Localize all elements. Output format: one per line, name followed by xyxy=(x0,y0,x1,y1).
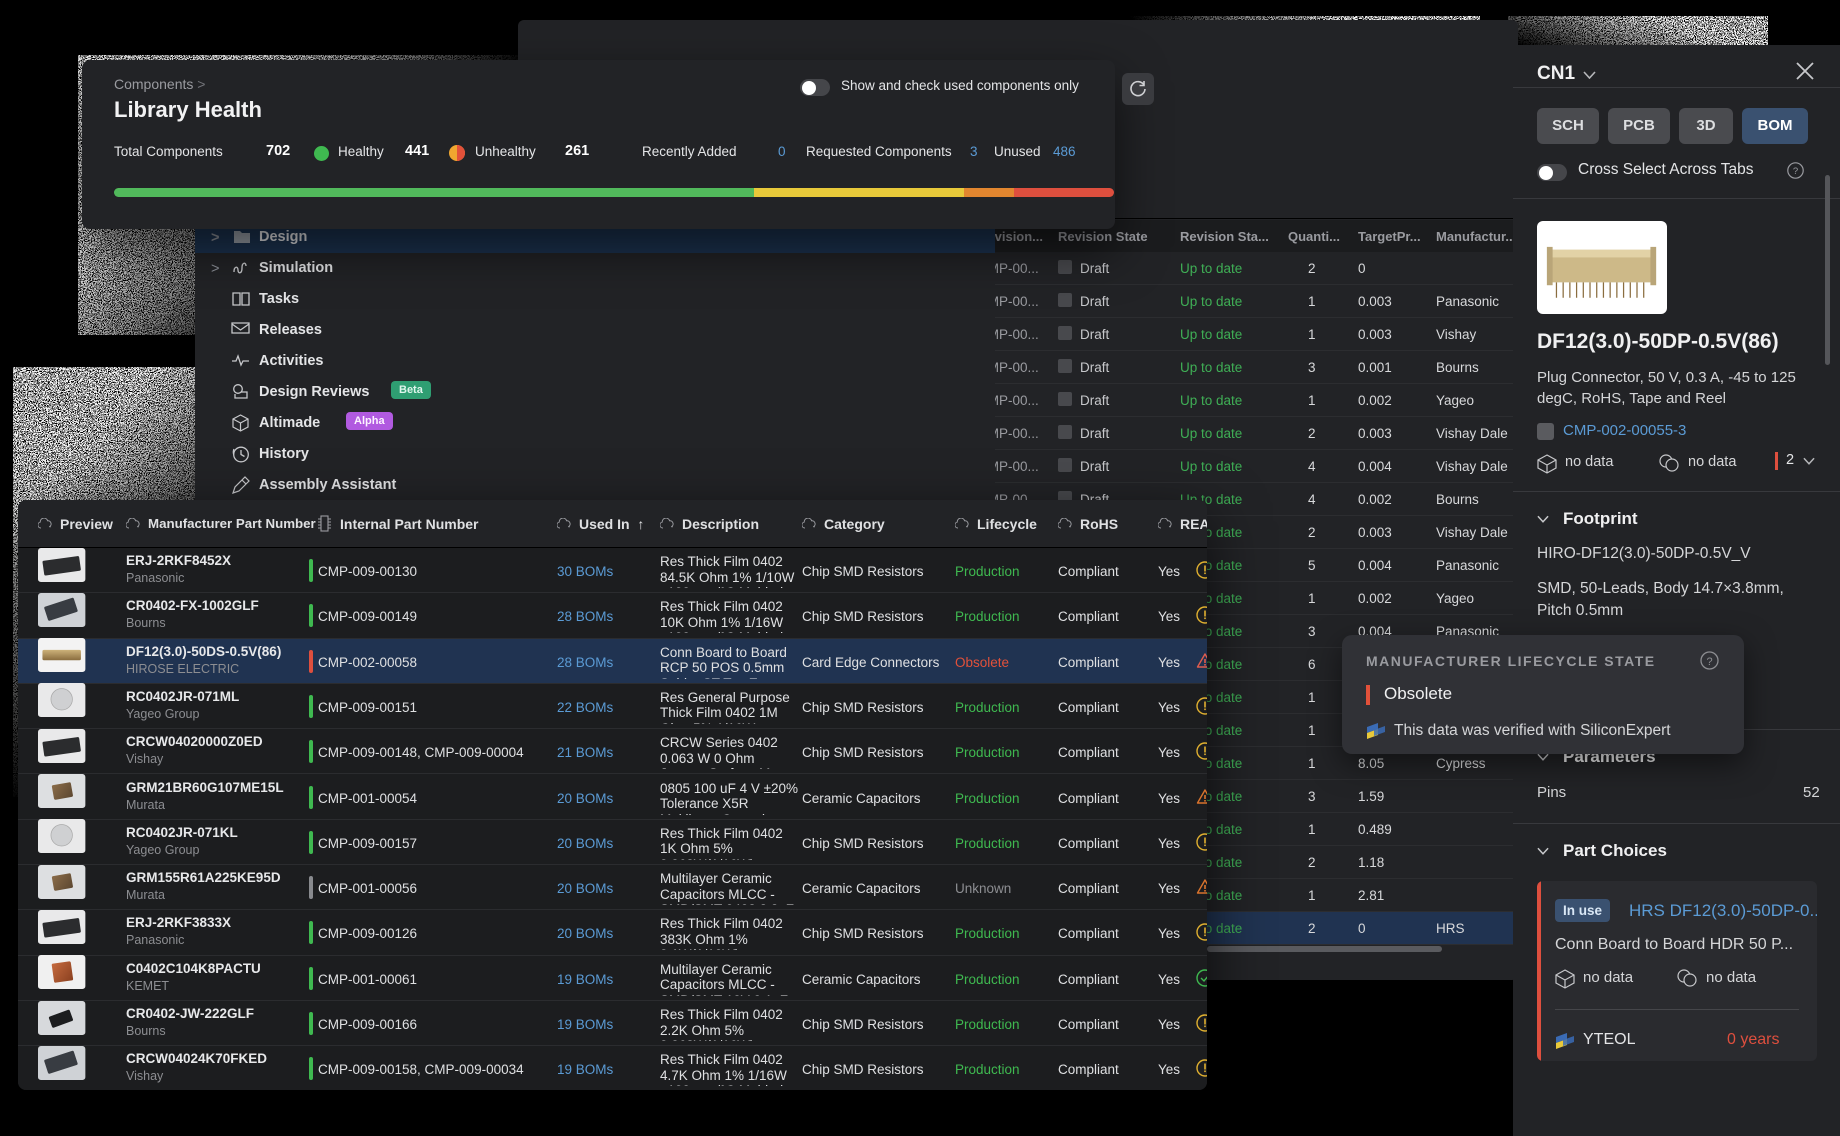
svg-text:?: ? xyxy=(1793,166,1798,177)
svg-text:?: ? xyxy=(1706,656,1712,668)
